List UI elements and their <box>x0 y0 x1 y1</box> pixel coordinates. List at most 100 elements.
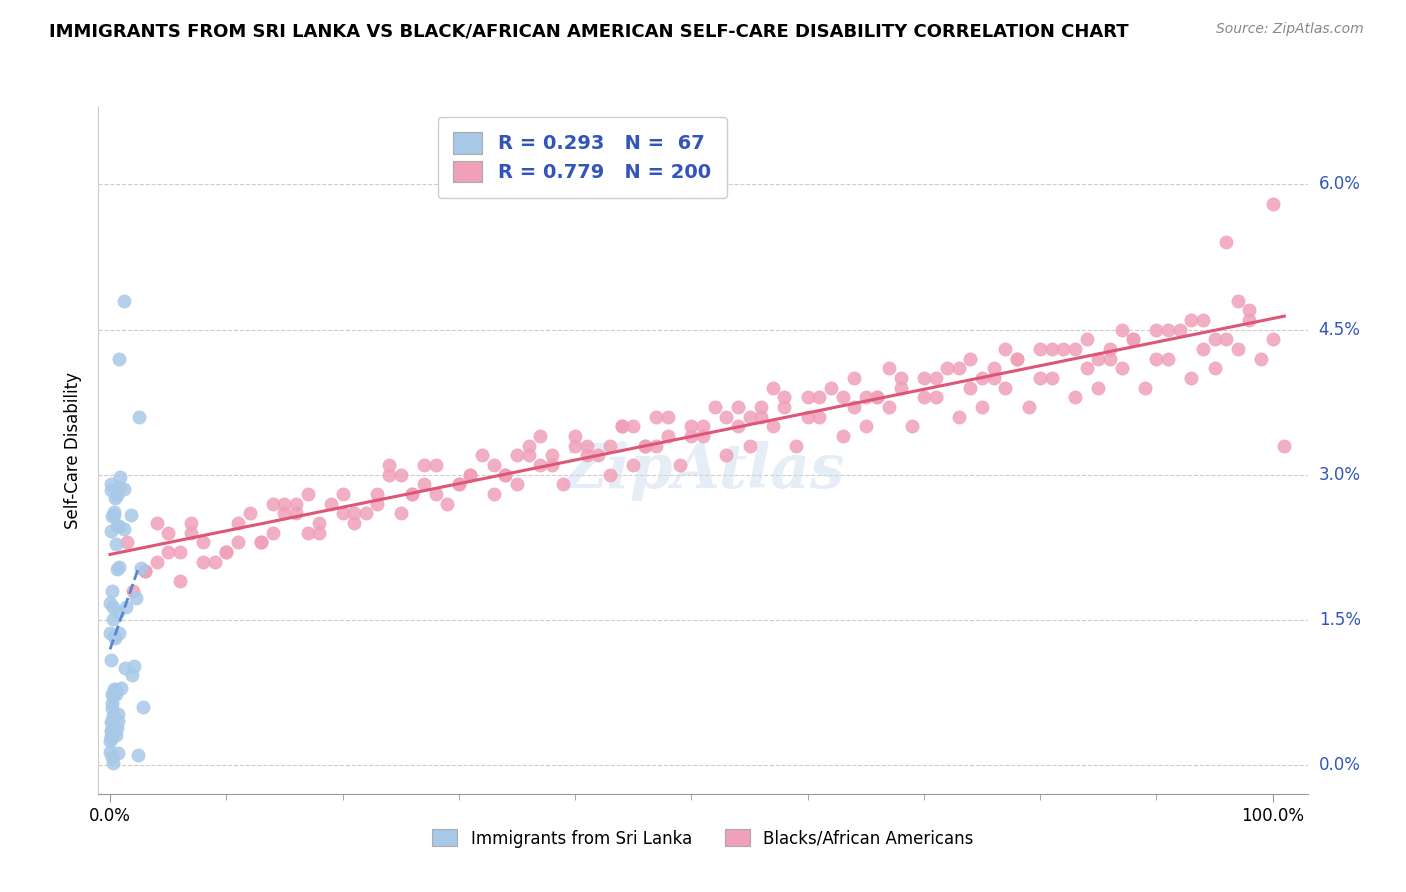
Point <box>540 458 562 472</box>
Point <box>354 506 377 520</box>
Point <box>924 390 946 404</box>
Point <box>1261 196 1284 211</box>
Point <box>103 612 125 626</box>
Point <box>262 525 284 540</box>
Point <box>215 545 238 559</box>
Point <box>796 409 818 424</box>
Text: IMMIGRANTS FROM SRI LANKA VS BLACK/AFRICAN AMERICAN SELF-CARE DISABILITY CORRELA: IMMIGRANTS FROM SRI LANKA VS BLACK/AFRIC… <box>49 22 1129 40</box>
Point <box>553 477 575 491</box>
Point <box>273 506 295 520</box>
Point <box>1180 371 1202 385</box>
Point <box>319 497 342 511</box>
Point <box>100 697 122 711</box>
Point <box>738 409 761 424</box>
Point <box>105 683 128 698</box>
Point <box>517 448 540 462</box>
Point <box>115 599 138 614</box>
Point <box>101 750 124 764</box>
Point <box>948 361 970 376</box>
Point <box>108 470 131 484</box>
Point <box>681 429 703 443</box>
Point <box>105 562 128 576</box>
Point <box>1005 351 1028 366</box>
Point <box>762 419 785 434</box>
Point <box>117 535 139 549</box>
Point <box>599 439 621 453</box>
Point <box>727 419 749 434</box>
Point <box>180 525 202 540</box>
Point <box>1064 342 1087 356</box>
Point <box>169 545 191 559</box>
Point <box>157 545 180 559</box>
Point <box>378 458 401 472</box>
Point <box>831 390 853 404</box>
Point <box>970 371 993 385</box>
Point <box>366 497 388 511</box>
Point <box>105 721 128 735</box>
Point <box>100 734 122 748</box>
Point <box>1098 351 1121 366</box>
Point <box>1029 342 1052 356</box>
Text: 0.0%: 0.0% <box>1319 756 1361 774</box>
Point <box>844 371 866 385</box>
Point <box>749 409 772 424</box>
Point <box>366 487 388 501</box>
Point <box>191 535 214 549</box>
Point <box>107 518 129 533</box>
Point <box>749 400 772 414</box>
Point <box>103 505 125 519</box>
Point <box>970 400 993 414</box>
Point <box>668 458 690 472</box>
Point <box>297 487 319 501</box>
Point <box>297 525 319 540</box>
Text: 3.0%: 3.0% <box>1319 466 1361 483</box>
Point <box>692 429 714 443</box>
Point <box>540 448 562 462</box>
Point <box>121 668 143 682</box>
Point <box>110 681 132 695</box>
Point <box>100 731 122 746</box>
Point <box>808 390 831 404</box>
Point <box>262 497 284 511</box>
Point <box>378 467 401 482</box>
Point <box>494 467 516 482</box>
Point <box>332 506 354 520</box>
Point <box>100 714 122 729</box>
Point <box>529 458 551 472</box>
Point <box>936 361 959 376</box>
Point <box>413 458 436 472</box>
Point <box>273 497 295 511</box>
Point <box>855 419 877 434</box>
Point <box>564 429 586 443</box>
Point <box>890 371 912 385</box>
Point <box>413 477 436 491</box>
Point <box>104 491 127 506</box>
Point <box>844 400 866 414</box>
Point <box>820 381 842 395</box>
Point <box>773 390 796 404</box>
Point <box>191 555 214 569</box>
Point <box>100 653 122 667</box>
Point <box>100 723 122 738</box>
Point <box>1133 381 1156 395</box>
Point <box>332 487 354 501</box>
Point <box>912 371 935 385</box>
Point <box>180 516 202 530</box>
Point <box>785 439 807 453</box>
Point <box>226 516 249 530</box>
Point <box>104 537 127 551</box>
Point <box>425 458 447 472</box>
Point <box>107 625 129 640</box>
Point <box>100 745 122 759</box>
Point <box>131 700 153 714</box>
Point <box>994 342 1017 356</box>
Point <box>105 687 128 701</box>
Point <box>1087 381 1109 395</box>
Point <box>866 390 889 404</box>
Point <box>773 400 796 414</box>
Point <box>114 660 136 674</box>
Point <box>529 429 551 443</box>
Point <box>100 625 122 640</box>
Point <box>343 506 366 520</box>
Point <box>517 439 540 453</box>
